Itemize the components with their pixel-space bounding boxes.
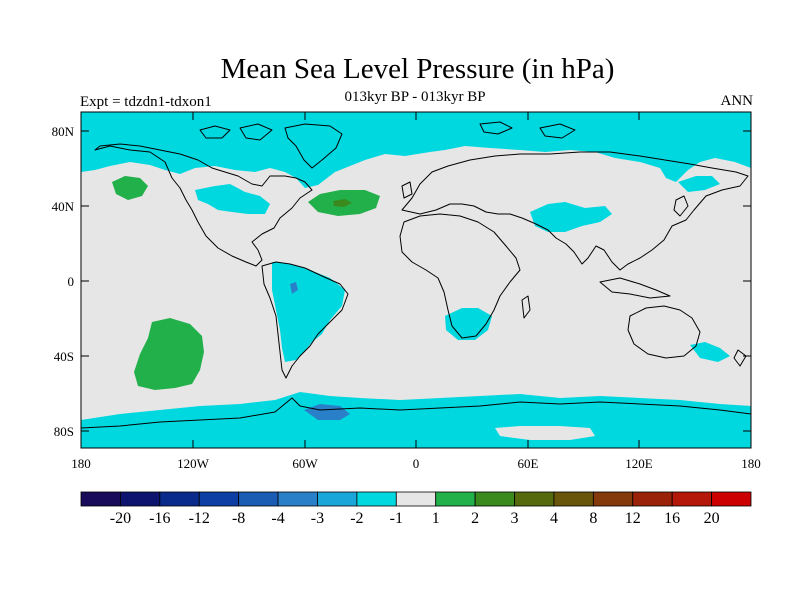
antarctica-coastline <box>81 397 751 429</box>
legend-swatch <box>474 491 515 507</box>
longitude-labels: 180 120W 60W 0 60E 120E 180 <box>71 456 761 471</box>
experiment-label: Expt = tdzdn1-tdxon1 <box>80 94 212 110</box>
lon-label: 120E <box>625 456 653 471</box>
legend-label: -8 <box>232 510 245 527</box>
australia-coastline <box>627 305 701 359</box>
legend-label: -12 <box>189 510 210 527</box>
legend-swatch <box>435 491 476 507</box>
madagascar-coastline <box>521 295 531 319</box>
latitude-ticks <box>81 130 751 432</box>
legend-swatch <box>514 491 555 507</box>
antarctic-blue-region <box>304 404 350 420</box>
legend-swatch <box>120 491 161 507</box>
australia-east-cyan-region <box>690 342 730 362</box>
legend-label: 8 <box>589 510 597 527</box>
lon-label: 60W <box>292 456 318 471</box>
north-atlantic-dark-green-core <box>333 199 352 207</box>
legend-swatch <box>395 491 437 507</box>
legend-label: 2 <box>471 510 479 527</box>
eurasia-coastline <box>401 151 749 271</box>
arabia-cyan-region <box>530 202 612 232</box>
lat-label: 40S <box>54 349 74 364</box>
map-plot-area <box>81 112 751 448</box>
legend-label: 12 <box>625 510 641 527</box>
indonesia-coastline <box>599 277 671 299</box>
legend-swatch <box>592 491 634 507</box>
africa-coastline <box>399 213 521 339</box>
lon-label: 180 <box>741 456 761 471</box>
lon-label: 60E <box>518 456 539 471</box>
latitude-labels: 80N 40N 0 40S 80S <box>52 124 75 439</box>
color-legend <box>80 491 752 507</box>
legend-label: -1 <box>390 510 403 527</box>
coastlines <box>81 121 751 429</box>
legend-label: 20 <box>704 510 720 527</box>
japan-coastline <box>673 195 689 217</box>
canada-cyan-region <box>195 184 270 214</box>
north-america-coastline <box>94 143 313 267</box>
legend-swatch <box>80 491 121 507</box>
legend-swatch <box>632 491 673 507</box>
legend-swatch <box>553 491 594 507</box>
lon-label: 0 <box>413 456 420 471</box>
north-pacific-green-region <box>112 176 148 200</box>
legend-swatch <box>671 491 712 507</box>
longitude-ticks <box>192 112 640 448</box>
legend-swatch <box>238 491 279 507</box>
legend-label: -20 <box>110 510 131 527</box>
legend-label: -2 <box>350 510 363 527</box>
legend-swatch <box>198 491 240 507</box>
arctic-islands-coastline <box>199 121 576 141</box>
legend-label: 3 <box>511 510 519 527</box>
lat-label: 80N <box>52 124 75 139</box>
new-zealand-coastline <box>733 349 747 367</box>
strong-negative-regions <box>290 282 350 420</box>
subtitle: 013kyr BP - 013kyr BP <box>344 89 486 105</box>
south-america-blue-patch <box>290 282 298 294</box>
legend-swatch <box>356 491 397 507</box>
greenland-coastline <box>284 123 343 169</box>
lat-label: 0 <box>68 274 75 289</box>
lat-label: 80S <box>54 424 74 439</box>
legend-swatch <box>277 491 318 507</box>
south-america-cyan-region <box>272 262 345 362</box>
lon-label: 120W <box>177 456 210 471</box>
south-pacific-green-region <box>134 318 204 390</box>
legend-swatch <box>317 491 358 507</box>
page-title: Mean Sea Level Pressure (in hPa) <box>220 53 615 85</box>
arctic-cyan-region <box>81 112 751 188</box>
south-america-coastline <box>261 261 349 379</box>
season-label: ANN <box>720 93 754 109</box>
legend-label: 1 <box>432 510 440 527</box>
legend-label: -3 <box>311 510 324 527</box>
legend-labels: -20 -16 -12 -8 -4 -3 -2 -1 1 2 3 4 8 12 16 20 <box>110 510 720 527</box>
legend-label: 16 <box>664 510 680 527</box>
lon-label: 180 <box>71 456 91 471</box>
uk-coastline <box>401 181 413 199</box>
pacific-cyan-patch <box>678 176 720 192</box>
legend-label: -16 <box>149 510 170 527</box>
legend-label: -4 <box>271 510 284 527</box>
legend-swatch <box>159 491 200 507</box>
legend-swatch <box>711 491 752 507</box>
antarctic-neutral-patch <box>495 426 595 440</box>
legend-label: 4 <box>550 510 558 527</box>
lat-label: 40N <box>52 199 75 214</box>
negative-anomaly-regions <box>81 112 751 448</box>
bering-cyan-patch <box>81 140 92 160</box>
